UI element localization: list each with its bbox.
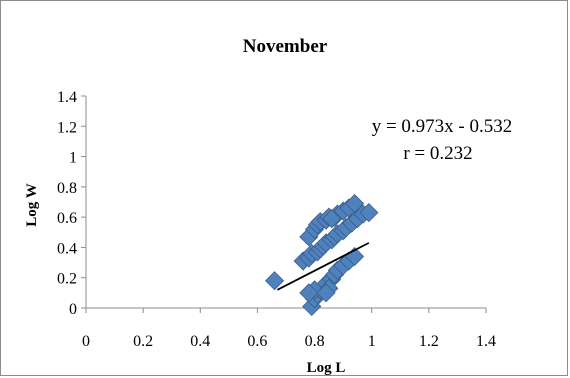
x-tick-label: 1.4 — [476, 333, 496, 350]
chart-title: November — [243, 36, 328, 57]
x-tick-label: 0.4 — [190, 333, 210, 350]
trendline-group — [277, 242, 370, 291]
x-tick-label: 1.2 — [419, 333, 439, 350]
r-value-label: r = 0.232 — [403, 143, 472, 164]
x-axis-label: Log L — [307, 360, 346, 376]
x-tick-label: 0.2 — [133, 333, 153, 350]
y-tick-label: 0.4 — [57, 240, 77, 257]
trendline — [277, 242, 370, 291]
y-tick-label: 0.8 — [57, 180, 77, 197]
data-points — [265, 193, 379, 317]
data-point — [322, 209, 342, 229]
y-tick-label: 0 — [69, 301, 77, 318]
data-point — [359, 203, 379, 223]
data-point — [299, 283, 319, 303]
y-tick-label: 1.2 — [57, 119, 77, 136]
y-tick-label: 1 — [69, 150, 77, 167]
y-tick-label: 1.4 — [57, 89, 77, 106]
data-point — [316, 283, 336, 303]
x-tick-label: 1 — [368, 333, 376, 350]
equation-label: y = 0.973x - 0.532 — [372, 116, 513, 137]
x-tick-label: 0 — [82, 333, 90, 350]
data-point — [265, 271, 285, 291]
y-tick-label: 0.2 — [57, 271, 77, 288]
y-tick-label: 0.6 — [57, 210, 77, 227]
axes: 0 0.2 0.4 0.6 0.8 1 1.2 1.4 0 0.2 0.4 0.6 0.8 1 1.2 1.4 — [57, 89, 496, 350]
x-tick-label: 0.6 — [247, 333, 267, 350]
y-axis-label: Log W — [24, 183, 40, 226]
x-tick-label: 0.8 — [305, 333, 325, 350]
